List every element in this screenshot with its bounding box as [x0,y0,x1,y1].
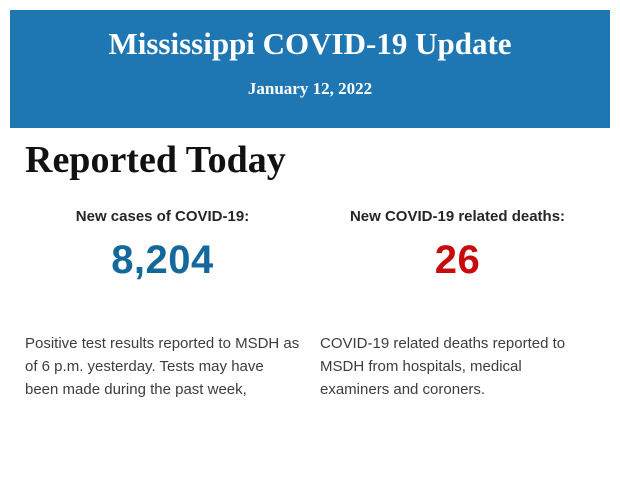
stats-row: New cases of COVID-19: 8,204 Positive te… [25,208,595,401]
header-banner: Mississippi COVID-19 Update January 12, … [10,10,610,128]
new-deaths-value: 26 [434,238,481,282]
new-cases-label: New cases of COVID-19: [75,208,250,225]
reported-today-heading: Reported Today [25,139,286,181]
newsletter-title: Mississippi COVID-19 Update [108,26,512,61]
newsletter-date: January 12, 2022 [247,79,373,98]
new-deaths-label: New COVID-19 related deaths: [349,208,566,225]
new-cases-description: Positive test results reported to MSDH a… [25,335,300,398]
new-cases-value: 8,204 [111,238,214,282]
report-content: Reported Today New cases of COVID-19: 8,… [25,128,595,401]
stat-new-cases: New cases of COVID-19: 8,204 Positive te… [25,208,300,401]
stat-new-deaths: New COVID-19 related deaths: 26 COVID-19… [320,208,595,401]
new-deaths-description: COVID-19 related deaths reported to MSDH… [320,335,566,398]
